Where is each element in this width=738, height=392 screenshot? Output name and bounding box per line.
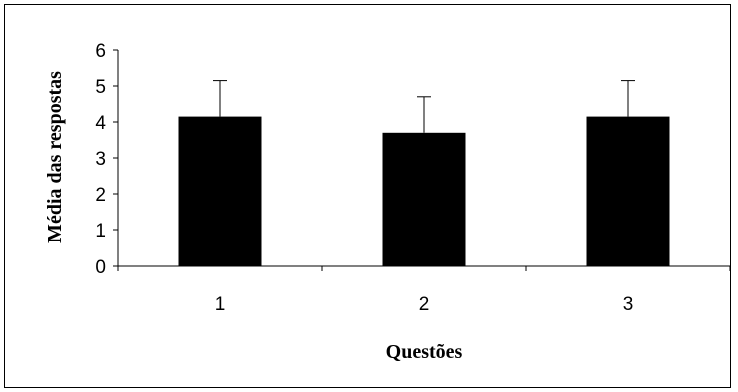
x-ticks-group: 1 2 3 bbox=[117, 266, 731, 315]
y-tick-label: 0 bbox=[95, 257, 106, 278]
x-tick-label: 1 bbox=[215, 294, 226, 315]
x-axis-title: Questões bbox=[386, 341, 463, 363]
y-tick-label: 5 bbox=[95, 77, 106, 98]
y-tick-label: 3 bbox=[95, 149, 106, 170]
bar bbox=[178, 116, 262, 266]
y-tick-label: 6 bbox=[95, 41, 106, 62]
y-tick-label: 1 bbox=[95, 221, 106, 242]
y-axis-title: Média das respostas bbox=[44, 71, 66, 243]
y-ticks-group: 0 1 2 3 4 5 6 bbox=[95, 41, 118, 278]
x-tick-label: 2 bbox=[419, 294, 430, 315]
bar bbox=[586, 116, 670, 266]
x-tick-label: 3 bbox=[623, 294, 634, 315]
y-tick-label: 4 bbox=[95, 113, 106, 134]
y-tick-label: 2 bbox=[95, 185, 106, 206]
bar bbox=[382, 132, 466, 266]
error-bars-group bbox=[213, 80, 635, 133]
bars-group bbox=[178, 116, 670, 266]
